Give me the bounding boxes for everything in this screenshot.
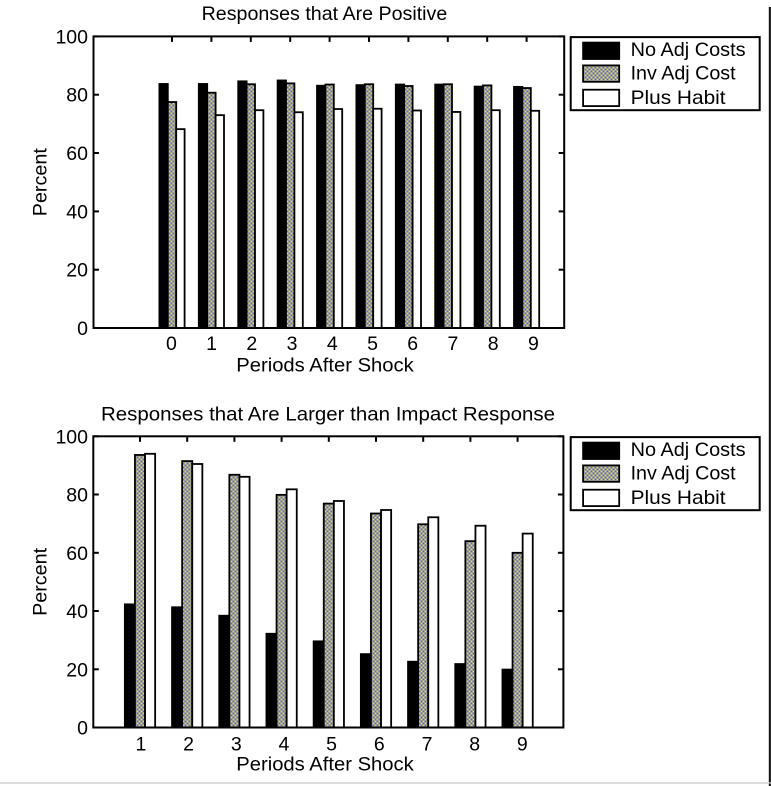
svg-text:4: 4: [278, 734, 289, 756]
svg-text:80: 80: [66, 485, 88, 507]
svg-text:Inv Adj Cost: Inv Adj Cost: [631, 63, 737, 85]
svg-text:Inv Adj Cost: Inv Adj Cost: [631, 463, 737, 485]
svg-text:No Adj Costs: No Adj Costs: [631, 39, 746, 61]
svg-text:6: 6: [407, 333, 418, 355]
svg-text:7: 7: [422, 734, 433, 756]
svg-text:7: 7: [447, 333, 458, 355]
svg-text:60: 60: [66, 543, 88, 565]
svg-text:0: 0: [166, 333, 177, 355]
svg-text:3: 3: [231, 734, 242, 756]
svg-text:2: 2: [246, 333, 257, 355]
svg-text:Periods After Shock: Periods After Shock: [236, 355, 414, 377]
svg-text:5: 5: [367, 333, 378, 355]
svg-text:Responses that Are Positive: Responses that Are Positive: [202, 3, 448, 25]
svg-text:40: 40: [66, 601, 88, 623]
svg-text:20: 20: [66, 260, 88, 282]
svg-text:20: 20: [66, 659, 88, 681]
svg-text:9: 9: [517, 734, 528, 756]
svg-text:Plus Habit: Plus Habit: [631, 87, 727, 109]
svg-text:Percent: Percent: [30, 547, 52, 616]
svg-text:No Adj Costs: No Adj Costs: [631, 439, 746, 461]
svg-text:100: 100: [55, 426, 88, 448]
svg-text:6: 6: [374, 734, 385, 756]
svg-text:8: 8: [469, 734, 480, 756]
svg-text:40: 40: [66, 201, 88, 223]
svg-text:0: 0: [77, 718, 88, 740]
svg-text:9: 9: [528, 333, 539, 355]
svg-text:1: 1: [135, 734, 146, 756]
svg-text:Plus Habit: Plus Habit: [631, 487, 727, 509]
svg-text:4: 4: [327, 333, 338, 355]
svg-text:2: 2: [183, 734, 194, 756]
svg-text:80: 80: [66, 85, 88, 107]
svg-text:5: 5: [326, 734, 337, 756]
svg-text:0: 0: [77, 318, 88, 340]
svg-text:8: 8: [488, 333, 499, 355]
svg-text:Periods After Shock: Periods After Shock: [236, 754, 414, 776]
svg-text:60: 60: [66, 143, 88, 165]
svg-text:100: 100: [55, 26, 88, 48]
svg-text:Responses that Are Larger than: Responses that Are Larger than Impact Re…: [101, 404, 555, 426]
svg-text:1: 1: [206, 333, 217, 355]
svg-text:Percent: Percent: [30, 148, 52, 217]
svg-text:3: 3: [287, 333, 298, 355]
